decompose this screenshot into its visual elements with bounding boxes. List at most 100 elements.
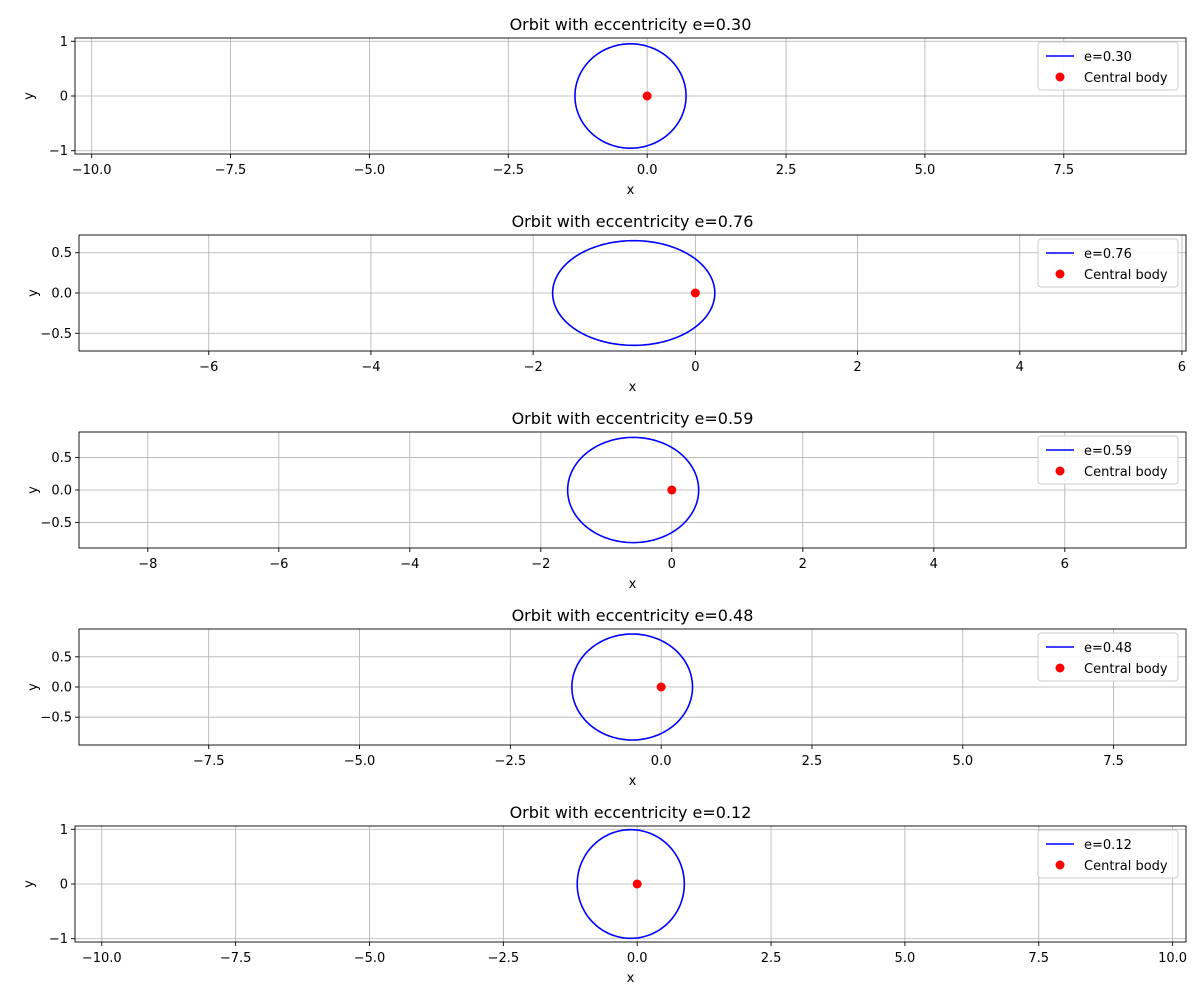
y-tick-label: 1	[60, 35, 68, 50]
x-tick-label: 2.5	[761, 951, 782, 966]
legend-orbit-label: e=0.48	[1084, 641, 1132, 656]
orbit-line	[566, 436, 700, 544]
x-tick-label: −2	[531, 557, 550, 572]
orbit-line	[574, 42, 687, 150]
y-axis-label: y	[22, 880, 37, 888]
x-tick-label: 4	[930, 557, 938, 572]
subplot-1: −10.0 −7.5 −5.0 −2.5 0.0 2.5 5.0 7.5 −1 0 1 Orbit w…	[22, 15, 1187, 198]
x-tick-label: 7.5	[1053, 163, 1074, 178]
subplot-title: Orbit with eccentricity e=0.59	[512, 409, 754, 428]
y-axis-label: y	[22, 92, 37, 100]
legend: e=0.59 Central body	[1037, 435, 1179, 485]
legend-box	[1037, 238, 1179, 288]
x-tick-label: −6	[269, 557, 288, 572]
x-tick-label: −4	[361, 360, 380, 375]
subplot-4: −7.5 −5.0 −2.5 0.0 2.5 5.0 7.5 −0.5 0.0 0.5 Orbit …	[26, 606, 1187, 789]
central-body-point	[642, 91, 652, 101]
x-tick-label: 2.5	[802, 754, 823, 769]
legend-orbit-label: e=0.76	[1084, 247, 1132, 262]
legend: e=0.76 Central body	[1037, 238, 1179, 288]
x-axis-label: x	[627, 183, 635, 198]
subplot-title: Orbit with eccentricity e=0.12	[510, 803, 752, 822]
y-tick-label: 0.0	[51, 484, 72, 499]
legend-central-body-label: Central body	[1084, 662, 1168, 677]
legend: e=0.48 Central body	[1037, 632, 1179, 682]
x-tick-label: −2.5	[493, 163, 525, 178]
central-body-point	[656, 682, 666, 692]
x-tick-label: 2.5	[776, 163, 797, 178]
x-tick-label: 0	[668, 557, 676, 572]
central-body-point	[667, 485, 677, 495]
x-tick-label: 5.0	[915, 163, 936, 178]
y-axis-label: y	[26, 486, 41, 494]
y-tick-label: 0.5	[51, 451, 72, 466]
legend-box	[1037, 435, 1179, 485]
legend-orbit-label: e=0.59	[1084, 444, 1132, 459]
x-tick-label: 6	[1061, 557, 1069, 572]
x-tick-label: 2	[799, 557, 807, 572]
subplot-3: −8 −6 −4 −2 0 2 4 6 −0.5 0.0 0.5 Orbit with eccentr…	[26, 409, 1187, 592]
y-tick-label: 0	[60, 878, 68, 893]
y-tick-label: 0	[60, 90, 68, 105]
legend-orbit-label: e=0.12	[1084, 838, 1132, 853]
subplot-5: −10.0 −7.5 −5.0 −2.5 0.0 2.5 5.0 7.5 10.0 −1 0 1 Orb…	[22, 803, 1187, 986]
orbit-line	[571, 633, 694, 741]
x-tick-label: 2	[853, 360, 861, 375]
legend-central-body-swatch	[1055, 466, 1065, 476]
y-axis-label: y	[26, 683, 41, 691]
x-tick-label: −2.5	[488, 951, 520, 966]
legend-central-body-swatch	[1055, 860, 1065, 870]
x-tick-label: 5.0	[895, 951, 916, 966]
y-tick-label: −0.5	[40, 711, 72, 726]
x-axis-label: x	[627, 971, 635, 986]
y-axis-label: y	[26, 289, 41, 297]
legend-box	[1037, 41, 1179, 91]
y-tick-label: −0.5	[40, 516, 72, 531]
x-tick-label: 10.0	[1158, 951, 1187, 966]
y-tick-label: 0.5	[51, 246, 72, 261]
x-tick-label: 0.0	[651, 754, 672, 769]
x-tick-label: 0.0	[627, 951, 648, 966]
legend-box	[1037, 632, 1179, 682]
legend-central-body-label: Central body	[1084, 859, 1168, 874]
x-tick-label: −5.0	[354, 163, 386, 178]
legend-central-body-label: Central body	[1084, 268, 1168, 283]
legend-orbit-label: e=0.30	[1084, 50, 1132, 65]
legend: e=0.30 Central body	[1037, 41, 1179, 91]
y-tick-label: 0.0	[51, 287, 72, 302]
x-tick-label: 0	[691, 360, 699, 375]
x-tick-label: 7.5	[1103, 754, 1124, 769]
x-tick-label: 5.0	[952, 754, 973, 769]
x-tick-label: 0.0	[637, 163, 658, 178]
orbit-line	[551, 239, 716, 347]
legend-central-body-swatch	[1055, 72, 1065, 82]
subplot-title: Orbit with eccentricity e=0.48	[512, 606, 754, 625]
x-axis-label: x	[629, 380, 637, 395]
x-tick-label: 6	[1178, 360, 1186, 375]
y-tick-label: −0.5	[40, 327, 72, 342]
x-tick-label: −7.5	[220, 951, 252, 966]
legend-central-body-label: Central body	[1084, 71, 1168, 86]
x-tick-label: −2	[524, 360, 543, 375]
x-tick-label: −6	[199, 360, 218, 375]
central-body-point	[690, 288, 700, 298]
x-tick-label: 7.5	[1028, 951, 1049, 966]
orbit-line	[576, 828, 686, 940]
y-tick-label: −1	[49, 932, 68, 947]
x-tick-label: −10.0	[72, 163, 112, 178]
x-tick-label: −4	[400, 557, 419, 572]
x-axis-label: x	[629, 774, 637, 789]
x-tick-label: −2.5	[495, 754, 527, 769]
subplot-2: −6 −4 −2 0 2 4 6 −0.5 0.0 0.5 Orbit with eccentric…	[26, 212, 1187, 395]
legend-central-body-swatch	[1055, 269, 1065, 279]
x-tick-label: −5.0	[344, 754, 376, 769]
x-tick-label: −8	[138, 557, 157, 572]
legend-central-body-swatch	[1055, 663, 1065, 673]
legend-central-body-label: Central body	[1084, 465, 1168, 480]
x-axis-label: x	[629, 577, 637, 592]
y-tick-label: 1	[60, 823, 68, 838]
x-tick-label: −7.5	[215, 163, 247, 178]
legend-box	[1037, 829, 1179, 879]
x-tick-label: −10.0	[82, 951, 122, 966]
x-tick-label: −5.0	[354, 951, 386, 966]
